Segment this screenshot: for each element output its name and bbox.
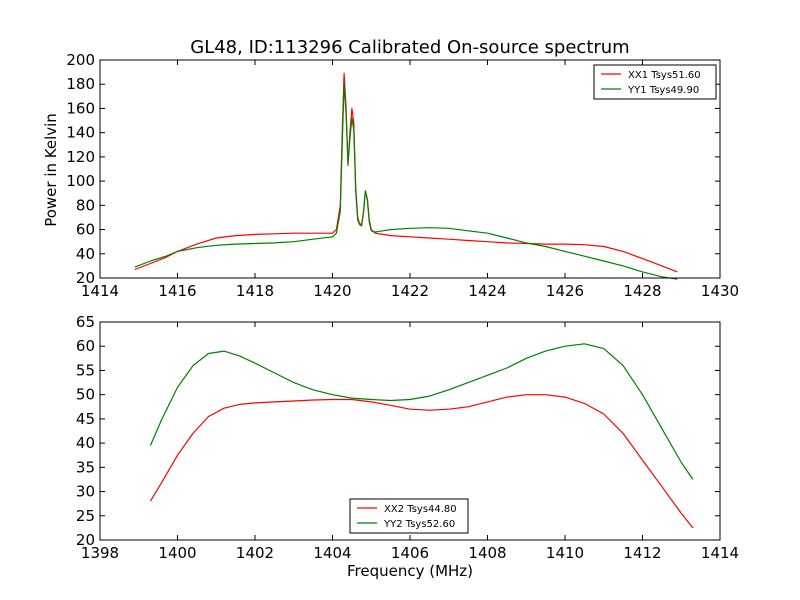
top-x-tick-label: 1416 <box>158 282 196 300</box>
figure-title: GL48, ID:113296 Calibrated On-source spe… <box>190 37 629 58</box>
bottom-x-tick-label: 1408 <box>468 544 506 562</box>
bottom-x-tick-label: 1412 <box>623 544 661 562</box>
top-y-tick-label: 40 <box>76 245 95 263</box>
bottom-y-tick-label: 35 <box>76 458 95 476</box>
top-y-tick-label: 160 <box>66 99 95 117</box>
bottom-y-tick-label: 20 <box>76 531 95 549</box>
top-x-tick-label: 1418 <box>236 282 274 300</box>
top-x-tick-label: 1424 <box>468 282 506 300</box>
bottom-y-tick-label: 60 <box>76 337 95 355</box>
top-y-tick-label: 200 <box>66 51 95 69</box>
top-y-tick-label: 120 <box>66 148 95 166</box>
bottom-y-tick-label: 40 <box>76 434 95 452</box>
bottom-legend-box <box>349 498 469 534</box>
bottom-x-tick-label: 1410 <box>546 544 584 562</box>
top-spectrum-panel: 1414 1416 1418 1420 1422 1424 1426 1428 1430 20 40… <box>66 51 739 300</box>
bottom-y-tick-label: 30 <box>76 483 95 501</box>
bottom-legend: XX2 Tsys44.80 YY2 Tsys52.60 <box>349 498 469 534</box>
top-y-tick-label: 140 <box>66 124 95 142</box>
bottom-y-tick-label: 50 <box>76 386 95 404</box>
bottom-x-tick-label: 1406 <box>391 544 429 562</box>
top-legend-label-0: XX1 Tsys51.60 <box>628 70 701 81</box>
bottom-spectrum-panel: 1398 1400 1402 1404 1406 1408 1410 1412 1414 20 25… <box>76 313 739 562</box>
bottom-x-tick-label: 1404 <box>313 544 351 562</box>
top-x-tick-label: 1426 <box>546 282 584 300</box>
top-series-line-0 <box>134 72 678 273</box>
top-x-tick-label: 1430 <box>701 282 739 300</box>
top-y-tick-label: 60 <box>76 221 95 239</box>
top-y-tick-label: 100 <box>66 172 95 190</box>
top-x-tick-label: 1414 <box>81 282 119 300</box>
top-x-tick-label: 1422 <box>391 282 429 300</box>
bottom-x-tick-label: 1400 <box>158 544 196 562</box>
bottom-x-tick-label: 1402 <box>236 544 274 562</box>
top-y-tick-label: 180 <box>66 75 95 93</box>
top-series-line-1 <box>134 83 678 280</box>
bottom-x-tick-label: 1414 <box>701 544 739 562</box>
top-x-tick-label: 1420 <box>313 282 351 300</box>
top-y-tick-label: 20 <box>76 269 95 287</box>
bottom-series-line-0 <box>149 394 694 529</box>
y-axis-label: Power in Kelvin <box>42 113 60 227</box>
bottom-y-tick-label: 45 <box>76 410 95 428</box>
top-legend: XX1 Tsys51.60 YY1 Tsys49.90 <box>593 64 717 100</box>
bottom-legend-label-0: XX2 Tsys44.80 <box>384 504 457 515</box>
bottom-legend-label-1: YY2 Tsys52.60 <box>383 519 455 530</box>
bottom-x-tick-label: 1398 <box>81 544 119 562</box>
x-axis-label: Frequency (MHz) <box>347 562 473 580</box>
top-y-tick-label: 80 <box>76 196 95 214</box>
bottom-y-tick-label: 55 <box>76 361 95 379</box>
bottom-series-line-1 <box>149 343 694 480</box>
top-x-tick-label: 1428 <box>623 282 661 300</box>
top-legend-label-1: YY1 Tsys49.90 <box>627 85 699 96</box>
bottom-y-tick-label: 65 <box>76 313 95 331</box>
top-legend-box <box>593 64 717 100</box>
bottom-y-tick-label: 25 <box>76 507 95 525</box>
